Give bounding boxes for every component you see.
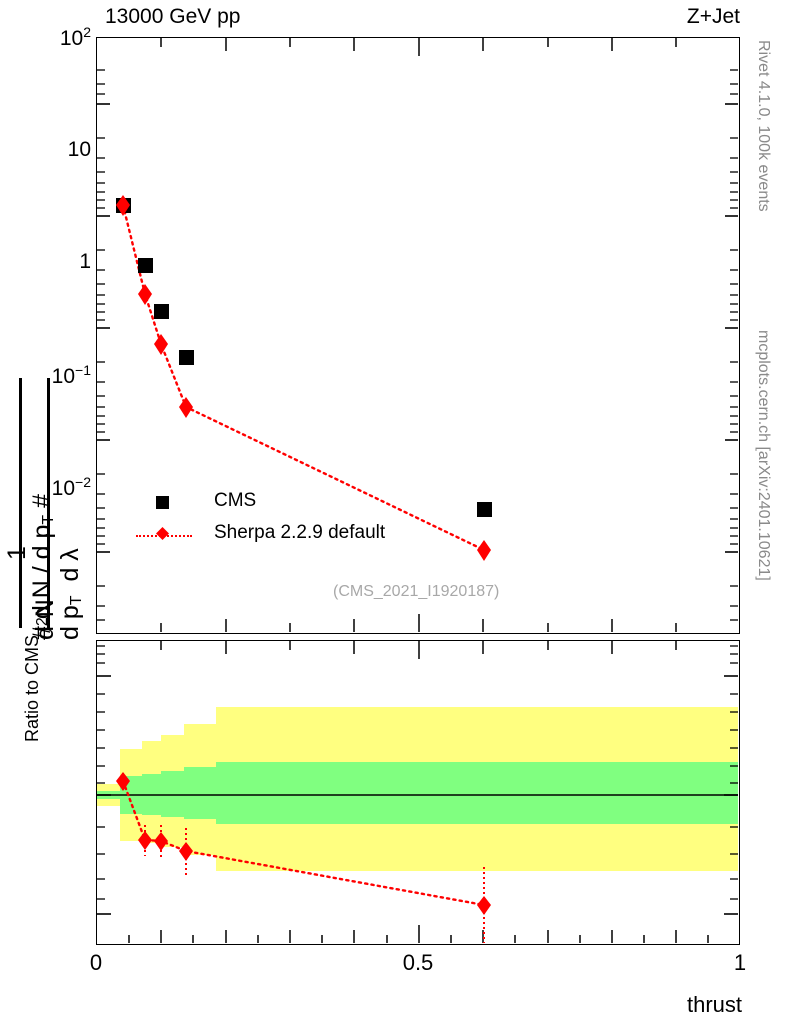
ratio-plot-svg [97,641,738,943]
main-ytick-1e-1: 10−1 [51,362,91,388]
legend-label-sherpa: Sherpa 2.2.9 default [214,522,386,543]
main-plot-panel: 102 10 1 10−1 10−2 [52,24,740,634]
ratio-y-axis-label: Ratio to CMS [22,634,42,742]
rivet-version-label: Rivet 4.1.0, 100k events [755,40,772,212]
sherpa-data-points [116,195,491,561]
main-ytick-1e-2: 10−2 [51,474,91,500]
ylabel-right-numerator: d2N [31,599,59,640]
main-y-minor-ticks [97,69,105,621]
main-ytick-10: 10 [67,138,91,161]
ratio-y-major-ticks [97,675,111,915]
ylabel-fraction-bar-right [47,378,50,628]
analysis-id-watermark: (CMS_2021_I1920187) [333,583,500,600]
legend-entry-sherpa[interactable]: Sherpa 2.2.9 default [130,519,430,551]
header-process: Z+Jet [686,5,740,28]
x-axis-title: thrust [686,992,742,1017]
ratio-y-minor-ticks-right [730,645,738,900]
mcplots-source-label: mcplots.cern.ch [arXiv:2401.10621] [755,330,772,581]
xtick-1: 1 [733,950,747,975]
ratio-y-major-ticks-right [724,675,738,915]
ylabel-fraction-bar-left [19,378,22,628]
legend-label-cms: CMS [214,490,257,511]
main-y-axis-label: # d N / d pT # 1 d pT d λ d2N [0,40,90,640]
header-beam-info: 13000 GeV pp [105,5,241,28]
main-ytick-1e2: 102 [59,24,91,50]
ratio-band-inner [97,762,738,824]
main-x-ticks-top [160,38,677,56]
ratio-plot-panel: 2 1 0.5 2 1 0.5 [96,640,740,945]
main-y-major-ticks-right [725,103,738,553]
main-y-minor-ticks-right [730,69,738,621]
ylabel-right-denominator: d pT d λ [56,548,85,640]
xtick-0: 0 [89,950,103,975]
ylabel-left-numerator: 1 [3,546,31,560]
sherpa-marker-icon [156,527,169,540]
cms-data-points [116,198,492,517]
xtick-05: 0.5 [402,950,434,975]
legend: CMS Sherpa 2.2.9 default [130,487,430,551]
main-plot-svg [97,38,738,632]
cms-marker-icon [156,496,169,509]
main-ytick-1: 1 [79,250,91,273]
main-x-ticks-bottom [160,614,677,632]
ratio-x-ticks-top [160,641,677,659]
ratio-y-minor-ticks [97,645,105,900]
ratio-x-ticks-bottom [128,925,709,943]
ratio-data-points [116,772,491,915]
main-y-major-ticks [97,103,110,553]
legend-entry-cms[interactable]: CMS [130,487,430,519]
